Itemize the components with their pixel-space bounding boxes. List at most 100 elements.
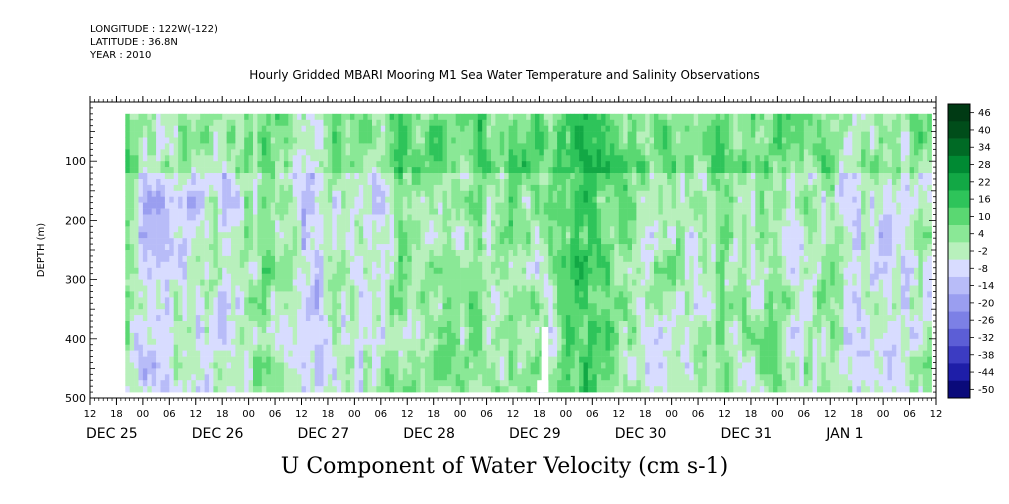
heatmap-cell	[517, 119, 523, 126]
heatmap-cell	[345, 125, 351, 132]
heatmap-cell	[548, 125, 553, 132]
heatmap-cell	[372, 143, 377, 150]
heatmap-cell	[301, 167, 307, 174]
heatmap-cell	[477, 350, 483, 357]
heatmap-cell	[319, 161, 324, 168]
heatmap-cell	[398, 309, 404, 316]
heatmap-cell	[367, 167, 373, 174]
heatmap-cell	[495, 161, 501, 168]
heatmap-cell	[486, 179, 492, 186]
heatmap-cell	[138, 315, 144, 322]
heatmap-cell	[350, 220, 355, 227]
heatmap-cell	[327, 338, 333, 345]
heatmap-cell	[473, 386, 478, 393]
heatmap-cell	[420, 279, 426, 286]
heatmap-cell	[195, 202, 201, 209]
heatmap-cell	[455, 226, 461, 233]
heatmap-cell	[257, 184, 263, 192]
heatmap-cell	[270, 250, 276, 257]
heatmap-cell	[134, 380, 139, 387]
heatmap-cell	[323, 362, 329, 369]
heatmap-cell	[416, 190, 421, 197]
heatmap-cell	[539, 315, 545, 322]
heatmap-cell	[129, 303, 135, 310]
heatmap-cell	[134, 113, 139, 120]
heatmap-cell	[138, 350, 144, 357]
heatmap-cell	[125, 173, 130, 180]
heatmap-cell	[253, 173, 258, 180]
heatmap-cell	[513, 214, 518, 221]
heatmap-cell	[539, 190, 545, 197]
heatmap-cell	[301, 238, 307, 245]
heatmap-cell	[160, 244, 166, 251]
heatmap-cell	[539, 285, 545, 292]
heatmap-cell	[570, 190, 575, 197]
heatmap-cell	[253, 220, 258, 227]
heatmap-cell	[125, 208, 130, 215]
heatmap-cell	[350, 291, 355, 298]
heatmap-cell	[561, 113, 567, 120]
heatmap-cell	[134, 184, 139, 192]
heatmap-cell	[535, 332, 540, 340]
heatmap-cell	[301, 386, 307, 393]
heatmap-cell	[345, 161, 351, 168]
heatmap-cell	[565, 386, 571, 393]
heatmap-cell	[358, 303, 364, 310]
heatmap-cell	[499, 125, 505, 132]
heatmap-cell	[530, 184, 536, 192]
heatmap-cell	[482, 238, 487, 245]
heatmap-cell	[213, 125, 219, 132]
heatmap-cell	[468, 232, 474, 239]
heatmap-cell	[376, 190, 382, 197]
heatmap-cell	[257, 125, 263, 132]
heatmap-cell	[314, 386, 320, 393]
heatmap-cell	[336, 297, 342, 304]
heatmap-cell	[292, 285, 298, 292]
heatmap-cell	[336, 143, 342, 150]
heatmap-cell	[376, 137, 382, 144]
heatmap-cell	[557, 303, 562, 310]
heatmap-cell	[261, 155, 267, 162]
heatmap-cell	[186, 273, 192, 280]
heatmap-cell	[244, 214, 249, 221]
heatmap-cell	[548, 173, 553, 180]
heatmap-cell	[204, 190, 210, 197]
heatmap-cell	[283, 362, 289, 369]
heatmap-cell	[261, 279, 267, 286]
heatmap-cell	[310, 362, 315, 369]
heatmap-cell	[587, 226, 593, 233]
heatmap-cell	[363, 202, 368, 209]
heatmap-cell	[332, 119, 337, 126]
heatmap-cell	[473, 279, 478, 286]
heatmap-cell	[209, 356, 214, 363]
heatmap-cell	[424, 309, 430, 316]
heatmap-cell	[416, 161, 421, 168]
heatmap-cell	[380, 161, 386, 168]
heatmap-cell	[473, 214, 478, 221]
heatmap-cell	[380, 362, 386, 369]
heatmap-cell	[156, 232, 161, 239]
heatmap-cell	[164, 184, 170, 192]
heatmap-cell	[186, 214, 192, 221]
heatmap-cell	[319, 179, 324, 186]
heatmap-cell	[451, 332, 456, 340]
heatmap-cell	[305, 380, 311, 387]
heatmap-cell	[332, 196, 337, 203]
heatmap-cell	[473, 332, 478, 340]
heatmap-cell	[253, 332, 258, 340]
heatmap-cell	[561, 190, 567, 197]
heatmap-cell	[213, 350, 219, 357]
heatmap-cell	[279, 356, 285, 363]
heatmap-cell	[574, 338, 580, 345]
heatmap-cell	[279, 125, 285, 132]
heatmap-cell	[460, 315, 465, 322]
heatmap-cell	[341, 184, 346, 192]
heatmap-cell	[473, 255, 478, 263]
heatmap-cell	[195, 356, 201, 363]
heatmap-cell	[398, 244, 404, 251]
heatmap-cell	[455, 303, 461, 310]
heatmap-cell	[389, 119, 395, 126]
heatmap-cell	[323, 374, 329, 381]
heatmap-cell	[354, 374, 360, 381]
heatmap-cell	[270, 137, 276, 144]
